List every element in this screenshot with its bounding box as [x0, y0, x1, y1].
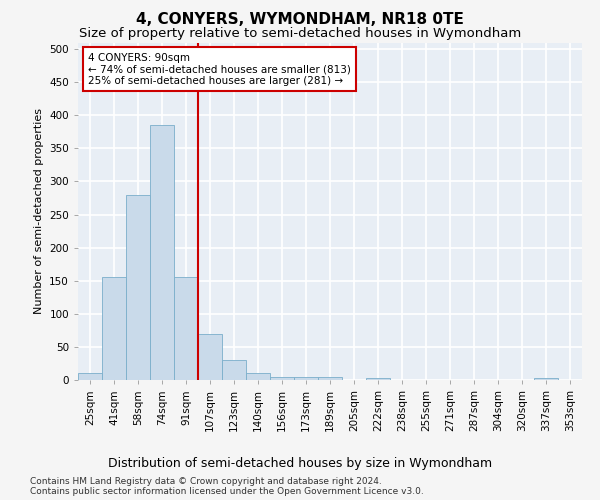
Bar: [534, 378, 558, 380]
Text: 4 CONYERS: 90sqm
← 74% of semi-detached houses are smaller (813)
25% of semi-det: 4 CONYERS: 90sqm ← 74% of semi-detached …: [88, 52, 351, 86]
Text: Contains public sector information licensed under the Open Government Licence v3: Contains public sector information licen…: [30, 488, 424, 496]
Text: Contains HM Land Registry data © Crown copyright and database right 2024.: Contains HM Land Registry data © Crown c…: [30, 478, 382, 486]
Bar: [246, 374, 270, 380]
Bar: [102, 278, 126, 380]
Bar: [270, 376, 294, 380]
Bar: [126, 194, 150, 380]
Bar: [366, 378, 390, 380]
Bar: [150, 125, 174, 380]
Text: Size of property relative to semi-detached houses in Wymondham: Size of property relative to semi-detach…: [79, 28, 521, 40]
Bar: [198, 334, 222, 380]
Bar: [294, 376, 318, 380]
Bar: [174, 278, 198, 380]
Bar: [222, 360, 246, 380]
Text: Distribution of semi-detached houses by size in Wymondham: Distribution of semi-detached houses by …: [108, 458, 492, 470]
Y-axis label: Number of semi-detached properties: Number of semi-detached properties: [34, 108, 44, 314]
Bar: [318, 376, 342, 380]
Bar: [78, 374, 102, 380]
Text: 4, CONYERS, WYMONDHAM, NR18 0TE: 4, CONYERS, WYMONDHAM, NR18 0TE: [136, 12, 464, 28]
